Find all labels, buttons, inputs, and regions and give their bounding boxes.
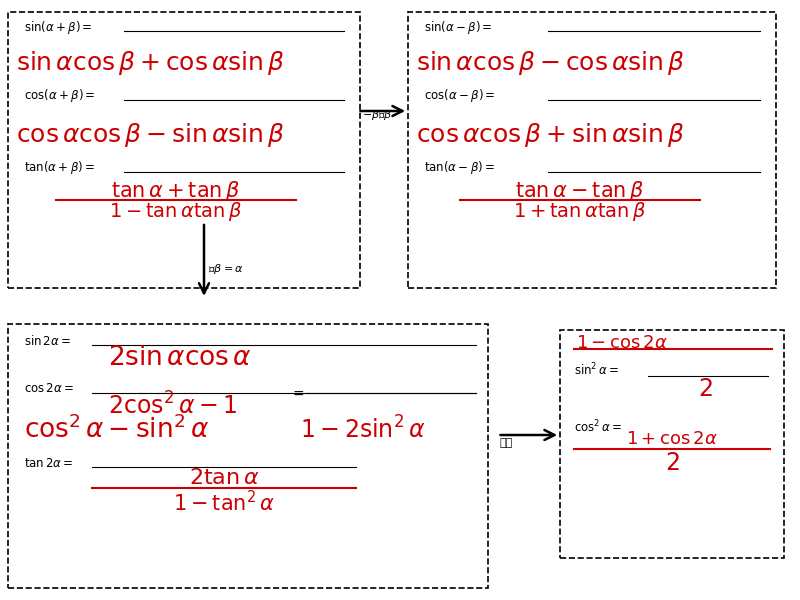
Text: $\tan\alpha+\tan\beta$: $\tan\alpha+\tan\beta$ (111, 179, 241, 203)
Text: $-\beta$代$\beta$: $-\beta$代$\beta$ (362, 108, 392, 122)
Text: 变形: 变形 (500, 438, 514, 448)
Text: $\sin\alpha\cos\beta-\cos\alpha\sin\beta$: $\sin\alpha\cos\beta-\cos\alpha\sin\beta… (416, 49, 685, 77)
Text: $1-2\sin^2\alpha$: $1-2\sin^2\alpha$ (300, 416, 426, 444)
Text: $\cos^2\alpha=$: $\cos^2\alpha=$ (574, 419, 622, 436)
Text: $2\tan\alpha$: $2\tan\alpha$ (189, 468, 259, 488)
Text: $\sin 2\alpha=$: $\sin 2\alpha=$ (24, 334, 71, 348)
Text: $=$: $=$ (290, 386, 305, 400)
Text: $\tan\alpha-\tan\beta$: $\tan\alpha-\tan\beta$ (515, 179, 645, 203)
Text: $\tan(\alpha-\beta)=$: $\tan(\alpha-\beta)=$ (424, 160, 495, 176)
Text: $1-\tan\alpha\tan\beta$: $1-\tan\alpha\tan\beta$ (110, 200, 242, 223)
Text: $1+\cos 2\alpha$: $1+\cos 2\alpha$ (626, 430, 718, 448)
Text: $2$: $2$ (698, 377, 713, 401)
Text: $1+\tan\alpha\tan\beta$: $1+\tan\alpha\tan\beta$ (514, 200, 646, 223)
Text: $\tan 2\alpha=$: $\tan 2\alpha=$ (24, 457, 74, 470)
Text: $\sin\alpha\cos\beta+\cos\alpha\sin\beta$: $\sin\alpha\cos\beta+\cos\alpha\sin\beta… (16, 49, 285, 77)
Text: 令$\beta=\alpha$: 令$\beta=\alpha$ (208, 262, 244, 276)
Text: $\sin(\alpha-\beta)=$: $\sin(\alpha-\beta)=$ (424, 19, 493, 35)
Text: $\cos 2\alpha=$: $\cos 2\alpha=$ (24, 382, 74, 395)
Text: $2\cos^2\alpha-1$: $2\cos^2\alpha-1$ (108, 392, 238, 420)
Text: $\cos(\alpha+\beta)=$: $\cos(\alpha+\beta)=$ (24, 88, 95, 104)
Text: $1-\cos 2\alpha$: $1-\cos 2\alpha$ (576, 334, 668, 352)
Text: $1-\tan^2\alpha$: $1-\tan^2\alpha$ (173, 490, 275, 515)
Text: $\cos(\alpha-\beta)=$: $\cos(\alpha-\beta)=$ (424, 88, 495, 104)
Text: $\cos\alpha\cos\beta+\sin\alpha\sin\beta$: $\cos\alpha\cos\beta+\sin\alpha\sin\beta… (416, 121, 685, 149)
Text: $\cos^2\alpha-\sin^2\alpha$: $\cos^2\alpha-\sin^2\alpha$ (24, 416, 209, 445)
Text: $2$: $2$ (665, 451, 679, 475)
Text: $\cos\alpha\cos\beta-\sin\alpha\sin\beta$: $\cos\alpha\cos\beta-\sin\alpha\sin\beta… (16, 121, 285, 149)
Text: $\tan(\alpha+\beta)=$: $\tan(\alpha+\beta)=$ (24, 160, 95, 176)
Text: $\sin^2\alpha=$: $\sin^2\alpha=$ (574, 362, 619, 379)
Text: $\sin(\alpha+\beta)=$: $\sin(\alpha+\beta)=$ (24, 19, 93, 35)
Text: $2\sin\alpha\cos\alpha$: $2\sin\alpha\cos\alpha$ (108, 345, 252, 371)
